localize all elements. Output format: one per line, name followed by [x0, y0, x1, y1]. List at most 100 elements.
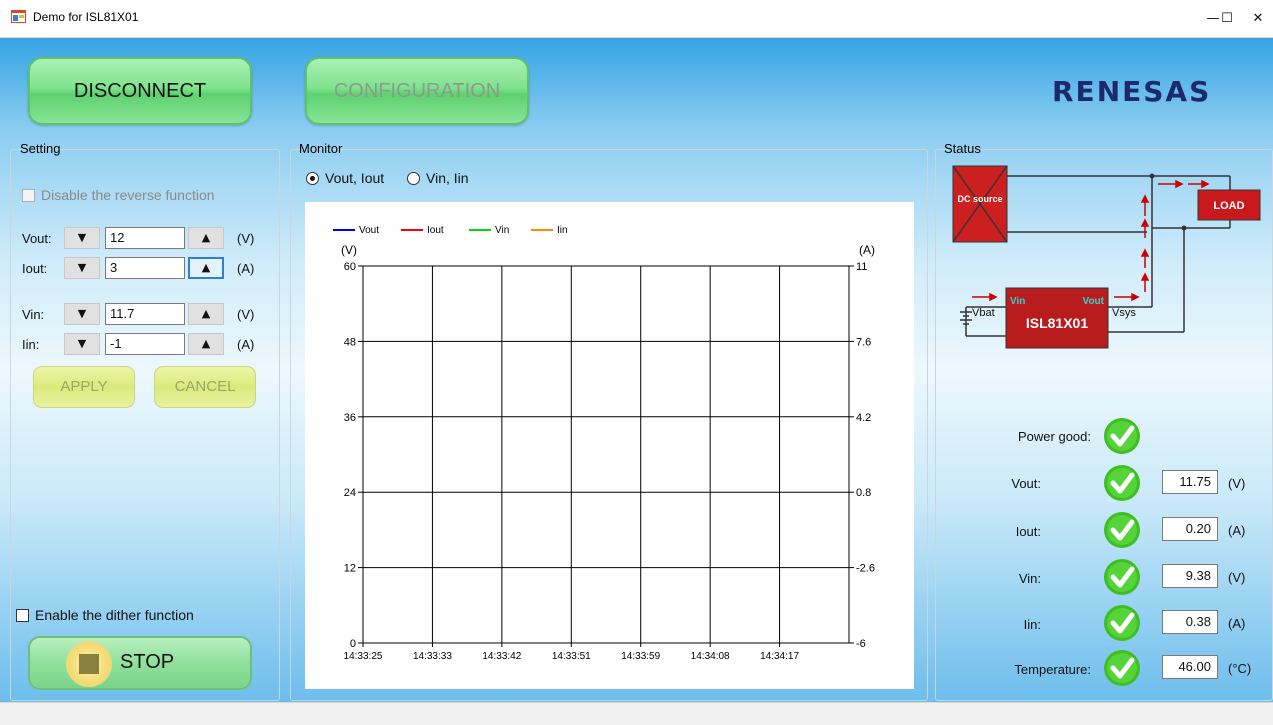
title-bar: Demo for ISL81X01 — ☐ ✕ — [0, 0, 1273, 38]
enable-dither-checkbox[interactable]: Enable the dither function — [16, 607, 194, 623]
disable-reverse-checkbox[interactable]: Disable the reverse function — [22, 187, 215, 203]
x-tick-label: 14:34:17 — [760, 651, 799, 662]
x-tick-label: 14:33:42 — [482, 651, 521, 662]
stop-icon — [79, 654, 99, 674]
iin-input[interactable]: -1 — [105, 333, 185, 355]
iin-check-icon — [1104, 605, 1140, 641]
radio-button-selected[interactable] — [306, 171, 319, 185]
chip-vout-label: Vout — [1083, 296, 1105, 307]
x-tick-label: 14:33:59 — [621, 651, 660, 662]
temperature-check-icon — [1104, 650, 1140, 686]
configuration-button[interactable]: CONFIGURATION — [305, 57, 529, 125]
iout-setting-row: Iout: ▼ 3 ▲ (A) — [22, 257, 272, 281]
vout-decrement-button[interactable]: ▼ — [64, 227, 100, 249]
y-left-unit-label: (V) — [341, 243, 357, 257]
vout-status-unit: (V) — [1228, 476, 1246, 491]
vout-status-label: Vout: — [1011, 476, 1041, 491]
chip-vin-label: Vin — [1010, 296, 1025, 307]
temperature-status-label: Temperature: — [1014, 662, 1091, 677]
y-right-tick-label: -2.6 — [856, 563, 875, 575]
load-block — [1197, 189, 1261, 221]
iout-label: Iout: — [22, 261, 48, 276]
x-tick-label: 14:33:51 — [552, 651, 591, 662]
legend-label-vin: Vin — [495, 225, 509, 236]
vin-setting-row: Vin: ▼ 11.7 ▲ (V) — [22, 303, 272, 327]
disconnect-button[interactable]: DISCONNECT — [28, 57, 252, 125]
iout-check-icon — [1104, 512, 1140, 548]
x-tick-label: 14:33:25 — [344, 651, 383, 662]
radio-vout-iout[interactable]: Vout, Iout — [306, 170, 384, 186]
iin-unit: (A) — [237, 337, 255, 352]
bottom-status-bar — [0, 702, 1273, 725]
disable-reverse-label: Disable the reverse function — [41, 187, 215, 203]
vbat-label: Vbat — [972, 307, 995, 319]
vin-unit: (V) — [237, 307, 255, 322]
monitor-group — [290, 149, 928, 701]
minimize-button[interactable]: — — [1206, 11, 1220, 26]
y-right-tick-label: 7.6 — [856, 336, 871, 348]
setting-group — [10, 149, 280, 701]
y-right-tick-label: 0.8 — [856, 487, 871, 499]
power-path-diagram: DC source LOAD ISL81X01 Vin Vout Vbat Vs… — [952, 165, 1261, 349]
status-title: Status — [944, 141, 981, 156]
y-right-tick-label: -6 — [856, 638, 866, 650]
power-good-check-icon — [1104, 418, 1140, 454]
y-left-tick-label: 12 — [344, 563, 356, 575]
close-button[interactable]: ✕ — [1252, 11, 1264, 26]
y-right-tick-label: 4.2 — [856, 412, 871, 424]
vout-increment-button[interactable]: ▲ — [188, 227, 224, 249]
monitor-chart-panel: 60 11 48 7.6 36 4.2 24 0.8 12 -2.6 0 -6 14:33:25 14:3… — [305, 202, 1190, 689]
power-good-label: Power good: — [1018, 429, 1091, 444]
y-right-tick-label: 11 — [856, 261, 867, 273]
y-right-unit-label: (A) — [859, 243, 875, 257]
temperature-status-unit: (°C) — [1228, 661, 1252, 676]
vout-label: Vout: — [22, 231, 52, 246]
iout-status-unit: (A) — [1228, 523, 1246, 538]
x-tick-label: 14:33:33 — [413, 651, 452, 662]
vin-decrement-button[interactable]: ▼ — [64, 303, 100, 325]
cancel-button[interactable]: CANCEL — [154, 366, 256, 408]
temperature-status-value: 46.00 — [1162, 655, 1218, 679]
iin-setting-row: Iin: ▼ -1 ▲ (A) — [22, 333, 272, 357]
renesas-logo: RENESAS — [1052, 75, 1212, 108]
vin-status-unit: (V) — [1228, 570, 1246, 585]
vin-status-value: 9.38 — [1162, 564, 1218, 588]
vout-input[interactable]: 12 — [105, 227, 185, 249]
plot-frame — [362, 265, 850, 644]
checkbox-box[interactable] — [16, 608, 29, 622]
stop-button[interactable]: STOP — [28, 636, 252, 690]
legend-label-iout: Iout — [427, 225, 444, 236]
y-left-tick-label: 0 — [350, 638, 356, 650]
flow-arrows — [972, 179, 1210, 302]
legend-label-vout: Vout — [359, 225, 379, 236]
battery-icon — [960, 306, 1006, 337]
vin-check-icon — [1104, 559, 1140, 595]
iout-increment-button[interactable]: ▲ — [188, 257, 224, 279]
y-left-tick-label: 24 — [344, 487, 356, 499]
iin-status-unit: (A) — [1228, 616, 1246, 631]
checkbox-box[interactable] — [22, 188, 35, 202]
iout-unit: (A) — [237, 261, 255, 276]
y-left-tick-label: 36 — [344, 412, 356, 424]
radio-vin-iin-label: Vin, Iin — [426, 170, 469, 186]
vin-increment-button[interactable]: ▲ — [188, 303, 224, 325]
app-icon — [11, 10, 26, 23]
iin-decrement-button[interactable]: ▼ — [64, 333, 100, 355]
radio-vin-iin[interactable]: Vin, Iin — [407, 170, 469, 186]
vin-input[interactable]: 11.7 — [105, 303, 185, 325]
maximize-button[interactable]: ☐ — [1221, 11, 1233, 26]
x-tick-label: 14:34:08 — [691, 651, 730, 662]
window-title: Demo for ISL81X01 — [33, 10, 139, 24]
iout-decrement-button[interactable]: ▼ — [64, 257, 100, 279]
vin-label: Vin: — [22, 307, 45, 322]
iout-input[interactable]: 3 — [105, 257, 185, 279]
iin-increment-button[interactable]: ▲ — [188, 333, 224, 355]
vout-status-value: 11.75 — [1162, 470, 1218, 494]
radio-button[interactable] — [407, 171, 420, 185]
iin-status-value: 0.38 — [1162, 610, 1218, 634]
iout-status-value: 0.20 — [1162, 517, 1218, 541]
apply-button[interactable]: APPLY — [33, 366, 135, 408]
iin-label: Iin: — [22, 337, 40, 352]
dc-source-label: DC source — [957, 194, 1002, 204]
isl81x01-chip — [1005, 287, 1109, 349]
